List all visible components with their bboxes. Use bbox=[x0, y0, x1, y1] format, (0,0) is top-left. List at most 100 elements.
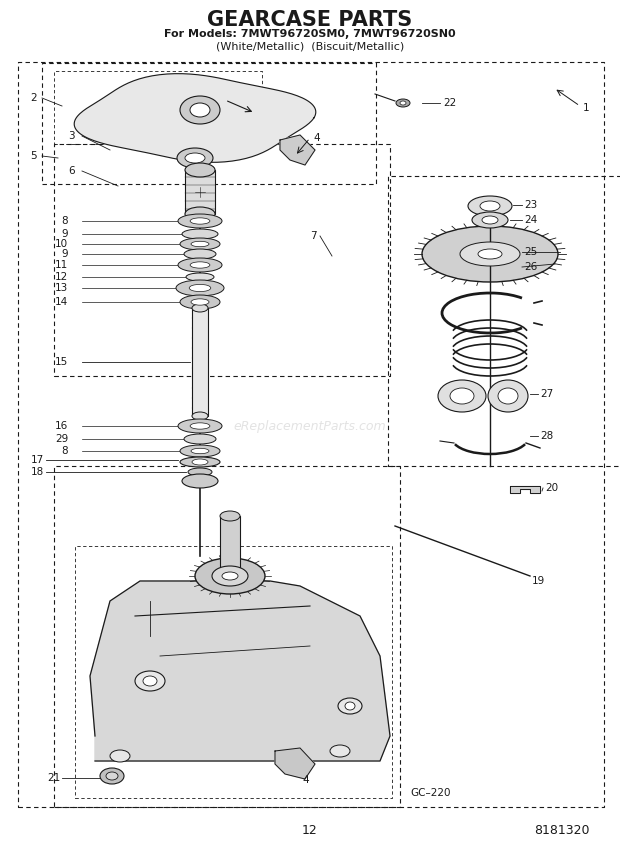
Text: 1: 1 bbox=[583, 103, 590, 113]
Ellipse shape bbox=[180, 238, 220, 250]
Ellipse shape bbox=[176, 280, 224, 296]
Ellipse shape bbox=[180, 96, 220, 124]
Text: 4: 4 bbox=[313, 133, 320, 143]
Ellipse shape bbox=[135, 671, 165, 691]
Ellipse shape bbox=[190, 103, 210, 117]
Ellipse shape bbox=[106, 772, 118, 780]
Polygon shape bbox=[280, 135, 315, 165]
Ellipse shape bbox=[192, 412, 208, 420]
Ellipse shape bbox=[190, 262, 210, 268]
Ellipse shape bbox=[220, 511, 240, 521]
Ellipse shape bbox=[488, 380, 528, 412]
Ellipse shape bbox=[338, 698, 362, 714]
Text: 29: 29 bbox=[55, 434, 68, 444]
Bar bbox=[220, 516, 240, 576]
Ellipse shape bbox=[185, 163, 215, 177]
Ellipse shape bbox=[396, 99, 410, 107]
Text: 19: 19 bbox=[532, 576, 545, 586]
Ellipse shape bbox=[180, 295, 220, 309]
Text: 9: 9 bbox=[61, 249, 68, 259]
Ellipse shape bbox=[178, 214, 222, 228]
Text: 12: 12 bbox=[302, 823, 318, 836]
Ellipse shape bbox=[185, 207, 215, 221]
Ellipse shape bbox=[222, 572, 238, 580]
Ellipse shape bbox=[110, 750, 130, 762]
Ellipse shape bbox=[438, 380, 486, 412]
Polygon shape bbox=[510, 486, 540, 493]
Text: 23: 23 bbox=[524, 200, 538, 210]
Ellipse shape bbox=[178, 419, 222, 433]
Ellipse shape bbox=[182, 229, 218, 239]
Text: 8: 8 bbox=[61, 446, 68, 456]
Text: 17: 17 bbox=[31, 455, 44, 465]
Ellipse shape bbox=[212, 566, 248, 586]
Text: 9: 9 bbox=[61, 229, 68, 239]
Text: 16: 16 bbox=[55, 421, 68, 431]
Text: eReplacementParts.com: eReplacementParts.com bbox=[234, 419, 386, 432]
Ellipse shape bbox=[180, 457, 220, 467]
Text: 20: 20 bbox=[545, 483, 558, 493]
Text: 11: 11 bbox=[55, 260, 68, 270]
Ellipse shape bbox=[468, 196, 512, 216]
Text: 7: 7 bbox=[310, 231, 317, 241]
Text: 10: 10 bbox=[55, 239, 68, 249]
Ellipse shape bbox=[190, 217, 210, 224]
Ellipse shape bbox=[182, 474, 218, 488]
Ellipse shape bbox=[100, 768, 124, 784]
Ellipse shape bbox=[482, 216, 498, 224]
Ellipse shape bbox=[180, 445, 220, 457]
Ellipse shape bbox=[186, 273, 214, 281]
Ellipse shape bbox=[330, 745, 350, 757]
Ellipse shape bbox=[184, 249, 216, 259]
Text: GC–220: GC–220 bbox=[410, 788, 451, 798]
Text: GEARCASE PARTS: GEARCASE PARTS bbox=[207, 10, 413, 30]
Text: (White/Metallic)  (Biscuit/Metallic): (White/Metallic) (Biscuit/Metallic) bbox=[216, 41, 404, 51]
Text: 13: 13 bbox=[55, 283, 68, 293]
Text: 14: 14 bbox=[55, 297, 68, 307]
Bar bbox=[192, 308, 208, 416]
Text: 5: 5 bbox=[30, 151, 37, 161]
Text: 6: 6 bbox=[68, 166, 74, 176]
Ellipse shape bbox=[178, 258, 222, 272]
Ellipse shape bbox=[195, 558, 265, 594]
Ellipse shape bbox=[400, 101, 406, 105]
Ellipse shape bbox=[190, 423, 210, 429]
Ellipse shape bbox=[185, 153, 205, 163]
Polygon shape bbox=[90, 581, 390, 761]
Ellipse shape bbox=[472, 212, 508, 228]
Text: 3: 3 bbox=[68, 131, 74, 141]
Text: 25: 25 bbox=[524, 247, 538, 257]
Bar bbox=[185, 170, 215, 214]
Ellipse shape bbox=[191, 241, 209, 247]
Text: 21: 21 bbox=[46, 773, 60, 783]
Ellipse shape bbox=[192, 304, 208, 312]
Text: 4: 4 bbox=[302, 775, 309, 785]
Ellipse shape bbox=[478, 249, 502, 259]
Ellipse shape bbox=[192, 459, 208, 465]
Ellipse shape bbox=[345, 702, 355, 710]
Ellipse shape bbox=[450, 388, 474, 404]
Ellipse shape bbox=[460, 242, 520, 266]
Text: 27: 27 bbox=[540, 389, 553, 399]
Text: 22: 22 bbox=[443, 98, 456, 108]
Text: 24: 24 bbox=[524, 215, 538, 225]
Ellipse shape bbox=[143, 676, 157, 686]
Text: 18: 18 bbox=[31, 467, 44, 477]
Text: 8181320: 8181320 bbox=[534, 823, 590, 836]
Ellipse shape bbox=[189, 284, 211, 292]
Text: For Models: 7MWT96720SM0, 7MWT96720SN0: For Models: 7MWT96720SM0, 7MWT96720SN0 bbox=[164, 29, 456, 39]
Ellipse shape bbox=[191, 449, 209, 454]
Polygon shape bbox=[275, 748, 315, 779]
Polygon shape bbox=[74, 74, 316, 163]
Text: 26: 26 bbox=[524, 262, 538, 272]
Ellipse shape bbox=[498, 388, 518, 404]
Text: 15: 15 bbox=[55, 357, 68, 367]
Text: 2: 2 bbox=[30, 93, 37, 103]
Ellipse shape bbox=[480, 201, 500, 211]
Ellipse shape bbox=[188, 468, 212, 476]
Text: 28: 28 bbox=[540, 431, 553, 441]
Text: 12: 12 bbox=[55, 272, 68, 282]
Ellipse shape bbox=[184, 434, 216, 444]
Ellipse shape bbox=[422, 226, 558, 282]
Ellipse shape bbox=[177, 148, 213, 168]
